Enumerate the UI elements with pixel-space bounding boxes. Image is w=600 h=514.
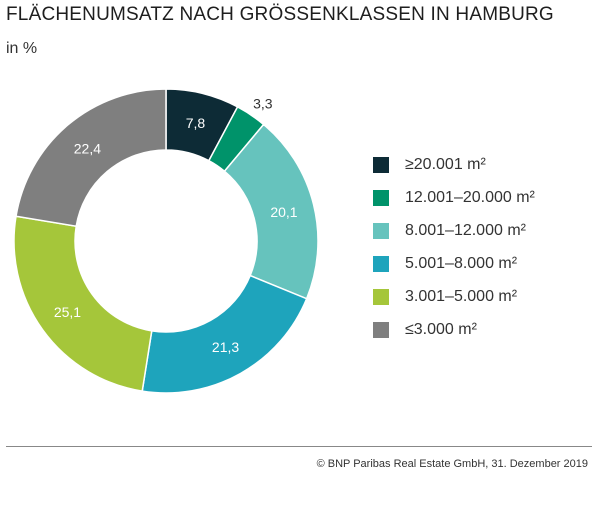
data-label: 7,8 (186, 115, 206, 131)
data-label: 22,4 (74, 140, 101, 156)
legend-label: ≥20.001 m² (405, 155, 486, 173)
legend-item: 8.001–12.000 m² (373, 214, 535, 247)
donut-chart: 7,8 3,3 20,1 21,3 25,1 22,4 (13, 88, 319, 394)
data-label: 25,1 (54, 304, 81, 320)
legend-item: 12.001–20.000 m² (373, 181, 535, 214)
legend-item: 3.001–5.000 m² (373, 280, 535, 313)
legend-swatch (373, 222, 389, 239)
legend-swatch (373, 321, 389, 338)
legend-label: 8.001–12.000 m² (405, 221, 526, 239)
legend-item: ≤3.000 m² (373, 313, 535, 346)
legend-swatch (373, 156, 389, 173)
legend-item: ≥20.001 m² (373, 148, 535, 181)
legend-label: 12.001–20.000 m² (405, 188, 535, 206)
data-label: 3,3 (253, 95, 273, 111)
data-label: 21,3 (212, 339, 239, 355)
legend-label: ≤3.000 m² (405, 320, 477, 338)
legend: ≥20.001 m² 12.001–20.000 m² 8.001–12.000… (373, 148, 535, 346)
data-label: 20,1 (270, 204, 297, 220)
donut-slice (15, 88, 167, 228)
source-note: © BNP Paribas Real Estate GmbH, 31. Deze… (316, 458, 588, 470)
legend-swatch (373, 288, 389, 305)
legend-label: 5.001–8.000 m² (405, 254, 518, 272)
legend-swatch (373, 255, 389, 272)
chart-subtitle: in % (6, 40, 38, 57)
donut-slice (13, 215, 153, 392)
legend-swatch (373, 189, 389, 206)
donut-slice (141, 274, 308, 394)
chart-title: FLÄCHENUMSATZ NACH GRÖSSENKLASSEN IN HAM… (6, 4, 554, 25)
legend-label: 3.001–5.000 m² (405, 287, 518, 305)
footer-divider (6, 446, 592, 447)
legend-item: 5.001–8.000 m² (373, 247, 535, 280)
